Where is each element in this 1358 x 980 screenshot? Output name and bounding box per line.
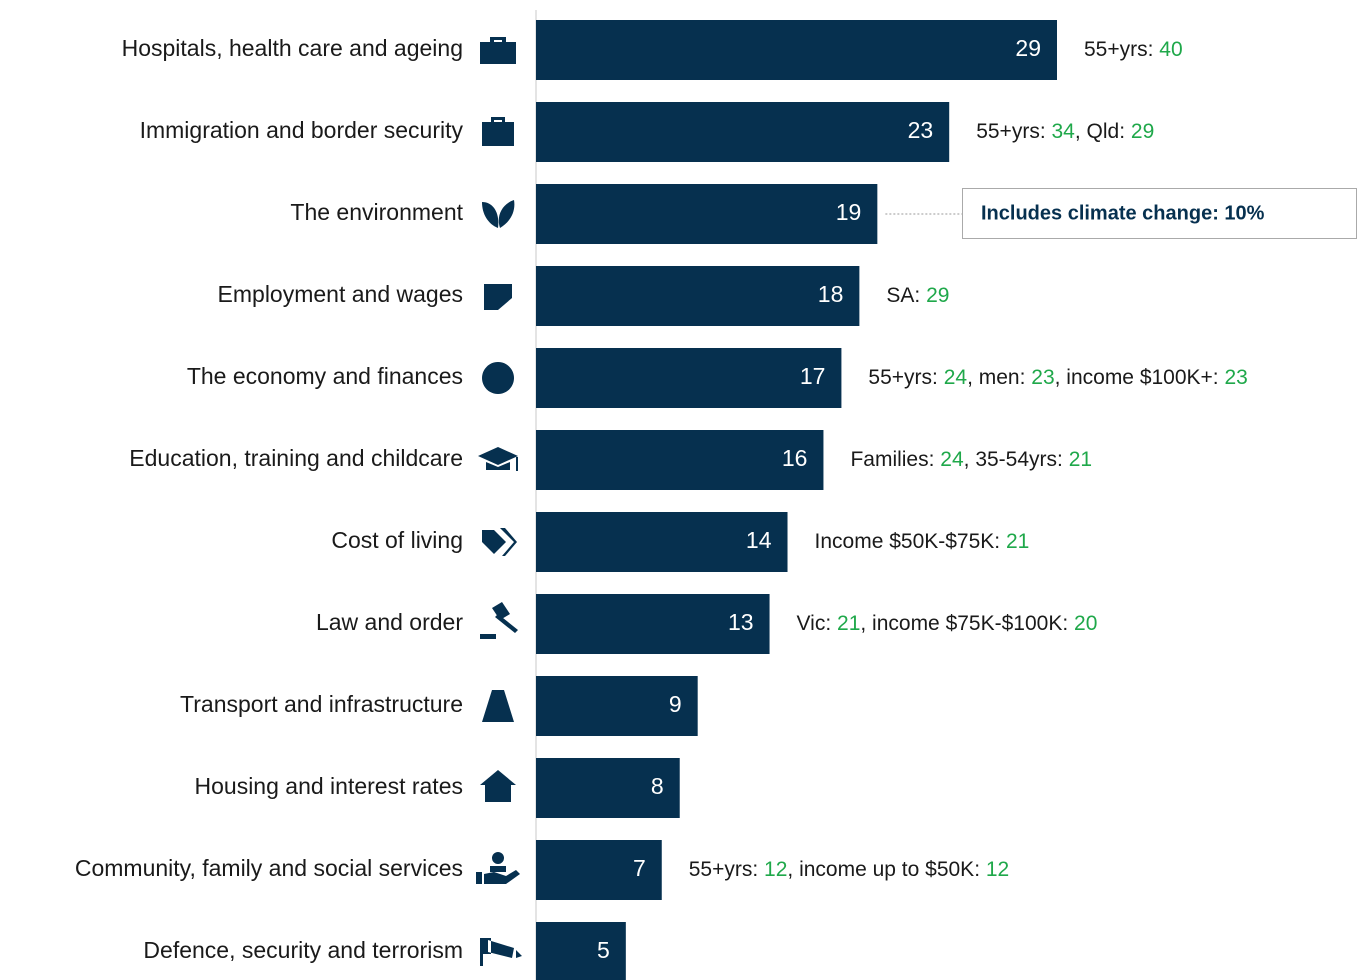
- bar: [536, 758, 680, 818]
- bar: [536, 20, 1057, 80]
- note: Families: 24, 35-54yrs: 21: [850, 448, 1092, 471]
- note-value: 12: [986, 858, 1009, 881]
- note-value: 21: [1006, 530, 1029, 553]
- bar: [536, 676, 698, 736]
- note: 55+yrs: 40: [1084, 38, 1183, 61]
- note-value: 24: [944, 366, 968, 389]
- note: Income $50K-$75K: 21: [815, 530, 1030, 553]
- note-label: SA:: [886, 284, 926, 307]
- bar: [536, 184, 878, 244]
- value-label: 18: [818, 281, 844, 307]
- note: SA: 29: [886, 284, 949, 307]
- category-icon: [480, 602, 518, 639]
- category-label: Employment and wages: [218, 281, 463, 307]
- note-value: 23: [1224, 366, 1247, 389]
- category-icon: [482, 690, 514, 722]
- note-value: 23: [1031, 366, 1054, 389]
- note: 55+yrs: 12, income up to $50K: 12: [689, 858, 1009, 881]
- note-label: Vic:: [797, 612, 837, 635]
- value-label: 16: [782, 445, 808, 471]
- note-value: 20: [1074, 612, 1097, 635]
- note: 55+yrs: 34, Qld: 29: [976, 120, 1154, 143]
- note-label: , 35-54yrs:: [964, 448, 1069, 471]
- value-label: 23: [908, 117, 934, 143]
- note-label: Families:: [850, 448, 940, 471]
- note-value: 29: [926, 284, 949, 307]
- note-label: , Qld:: [1075, 120, 1131, 143]
- note-value: 21: [1069, 448, 1092, 471]
- note-value: 34: [1052, 120, 1076, 143]
- category-label: Transport and infrastructure: [180, 691, 463, 717]
- category-label: The environment: [290, 199, 463, 225]
- category-label: Education, training and childcare: [129, 445, 463, 471]
- callout-text: Includes climate change: 10%: [981, 202, 1265, 224]
- category-icon: [478, 447, 518, 471]
- note: 55+yrs: 24, men: 23, income $100K+: 23: [868, 366, 1247, 389]
- bar: [536, 512, 788, 572]
- category-label: Cost of living: [331, 527, 463, 553]
- note-value: 12: [764, 858, 787, 881]
- value-label: 8: [651, 773, 664, 799]
- note-value: 24: [940, 448, 964, 471]
- bar: [536, 102, 950, 162]
- note: Vic: 21, income $75K-$100K: 20: [797, 612, 1098, 635]
- value-label: 13: [728, 609, 754, 635]
- category-icon: [482, 200, 515, 228]
- category-icon: [480, 770, 516, 802]
- bar: [536, 840, 662, 900]
- bar: [536, 594, 770, 654]
- note-label: 55+yrs:: [1084, 38, 1159, 61]
- category-label: Housing and interest rates: [195, 773, 464, 799]
- category-label: Immigration and border security: [140, 117, 464, 143]
- note-label: , income up to $50K:: [787, 858, 985, 881]
- value-label: 17: [800, 363, 826, 389]
- category-label: Defence, security and terrorism: [143, 937, 463, 963]
- category-label: Law and order: [316, 609, 463, 635]
- note-label: 55+yrs:: [868, 366, 943, 389]
- note-label: Income $50K-$75K:: [815, 530, 1006, 553]
- value-label: 19: [836, 199, 862, 225]
- category-label: Community, family and social services: [75, 855, 463, 881]
- bar: [536, 266, 860, 326]
- category-icon: [482, 362, 515, 394]
- note-label: , men:: [967, 366, 1031, 389]
- bar: [536, 348, 842, 408]
- value-label: 5: [597, 937, 610, 963]
- callout-box: [962, 188, 1357, 239]
- bar: [536, 922, 626, 980]
- category-icon: [480, 37, 516, 64]
- note-label: 55+yrs:: [689, 858, 764, 881]
- note-value: 40: [1159, 38, 1182, 61]
- bar: [536, 430, 824, 490]
- note-label: , income $75K-$100K:: [860, 612, 1074, 635]
- note-label: 55+yrs:: [976, 120, 1051, 143]
- value-label: 29: [1015, 35, 1041, 61]
- category-icon: [482, 528, 517, 556]
- category-icon: [480, 938, 522, 966]
- value-label: 14: [746, 527, 772, 553]
- category-icon: [476, 852, 520, 884]
- note-value: 29: [1131, 120, 1154, 143]
- note-value: 21: [837, 612, 860, 635]
- value-label: 9: [669, 691, 682, 717]
- category-icon: [482, 117, 514, 146]
- value-label: 7: [633, 855, 646, 881]
- category-label: Hospitals, health care and ageing: [122, 35, 463, 61]
- category-label: The economy and finances: [187, 363, 463, 389]
- note-label: , income $100K+:: [1055, 366, 1225, 389]
- category-icon: [484, 284, 512, 310]
